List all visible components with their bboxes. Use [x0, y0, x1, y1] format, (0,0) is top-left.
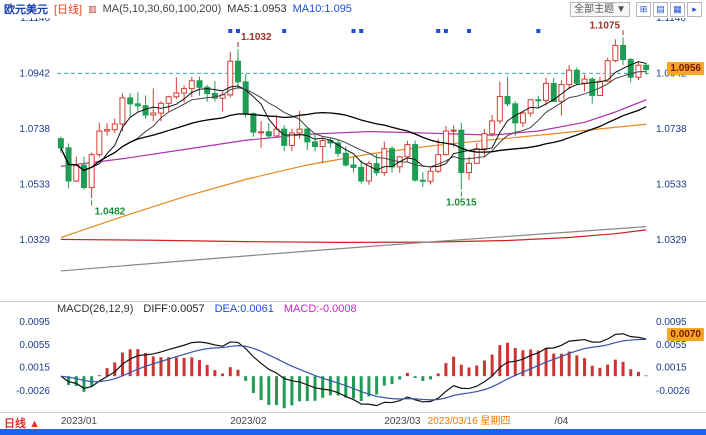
grid-layout-icon[interactable]: ⊞ [636, 1, 651, 17]
ma-line-MA10 [60, 71, 647, 171]
main-price-tag: 1.0956 [667, 61, 704, 75]
ma-line-MA5 [60, 61, 647, 171]
macd-histogram [67, 342, 648, 409]
period-label: [日线] [54, 4, 83, 16]
panel-layout-icon[interactable]: ▤ [653, 1, 668, 17]
svg-text:0.0095: 0.0095 [656, 317, 687, 328]
ma5-value: MA5:1.0953 [227, 3, 287, 15]
macd-params-label: MACD(26,12,9) [57, 303, 134, 315]
diff-line [60, 333, 647, 407]
triangle-up-icon: ▲ [29, 418, 40, 430]
ma-line-MA30 [60, 106, 647, 172]
macd-dea-value: DEA:0.0061 [214, 303, 274, 315]
event-markers [228, 29, 541, 33]
chevron-down-icon: ▼ [616, 3, 626, 15]
svg-text:1.1146: 1.1146 [20, 13, 50, 24]
multi-window-icon[interactable]: ▦ [670, 1, 685, 17]
svg-text:1.1075: 1.1075 [589, 20, 620, 31]
y-axis-labels: 1.11461.11461.09421.09421.07381.07381.05… [16, 13, 690, 397]
svg-text:1.0533: 1.0533 [19, 180, 50, 191]
svg-text:0.0015: 0.0015 [656, 363, 687, 374]
macd-diff-value: DIFF:0.0057 [143, 303, 205, 315]
svg-text:2023/03/16 星期四: 2023/03/16 星期四 [428, 415, 511, 427]
svg-text:1.0482: 1.0482 [95, 206, 126, 217]
ma-overlay-lines [60, 99, 647, 272]
svg-text:2023/01: 2023/01 [61, 416, 98, 427]
x-axis-labels: 2023/01 2023/02 2023/03 2023/03/16 星期四/04 [61, 415, 569, 427]
period-selector[interactable]: 日线 ▲ [4, 415, 40, 431]
theme-dropdown-label: 全部主题 [574, 3, 615, 15]
theme-dropdown[interactable]: 全部主题 ▼ [570, 1, 630, 17]
svg-text:2023/03: 2023/03 [384, 416, 421, 427]
ma-line-MA200 [60, 229, 647, 244]
svg-text:1.0738: 1.0738 [19, 124, 50, 135]
toolbar-icons: ⊞ ▤ ▦ ▸ [636, 1, 702, 17]
svg-text:1.0329: 1.0329 [656, 235, 687, 246]
macd-price-tag: 0.0070 [667, 328, 704, 342]
svg-text:1.0942: 1.0942 [19, 68, 50, 79]
svg-text:1.0533: 1.0533 [656, 180, 687, 191]
svg-text:2023/02: 2023/02 [230, 416, 267, 427]
forward-icon[interactable]: ▸ [687, 1, 702, 17]
svg-text:1.0515: 1.0515 [446, 197, 477, 208]
candles-layer[interactable] [57, 37, 650, 199]
svg-text:/04: /04 [554, 416, 568, 427]
topbar: 欧元美元 [日线] ▥ MA(5,10,30,60,100,200) MA5:1… [0, 0, 706, 18]
period-selector-label: 日线 [4, 418, 26, 430]
ma-fast-lines [60, 61, 647, 172]
svg-text:1.1146: 1.1146 [656, 13, 686, 24]
svg-text:0.0055: 0.0055 [19, 340, 50, 351]
symbol-name: 欧元美元 [4, 4, 48, 16]
dea-line [60, 338, 647, 401]
macd-lines [60, 333, 647, 407]
svg-text:-0.0026: -0.0026 [16, 386, 50, 397]
macd-hist-value: MACD:-0.0008 [283, 303, 357, 315]
ma-line-MA60 [60, 99, 647, 167]
svg-text:0.0015: 0.0015 [19, 363, 50, 374]
timeline-scrollbar[interactable] [0, 429, 706, 435]
svg-text:0.0055: 0.0055 [656, 340, 687, 351]
ma-line-MA-slow [60, 226, 647, 272]
macd-header: MACD(26,12,9) DIFF:0.0057 DEA:0.0061 MAC… [57, 303, 357, 315]
svg-text:-0.0026: -0.0026 [656, 386, 690, 397]
svg-text:0.0095: 0.0095 [19, 317, 50, 328]
kline-icon: ▥ [88, 3, 97, 14]
svg-text:1.0738: 1.0738 [656, 124, 687, 135]
ma10-value: MA10:1.095 [292, 3, 352, 15]
ma-line-MA100 [60, 123, 647, 239]
svg-text:1.1032: 1.1032 [241, 32, 272, 43]
svg-text:1.0329: 1.0329 [19, 235, 50, 246]
price-annotations: 1.1032 1.0482 1.0515 1.1075 [91, 20, 624, 217]
ma-settings-label: MA(5,10,30,60,100,200) [102, 3, 222, 15]
